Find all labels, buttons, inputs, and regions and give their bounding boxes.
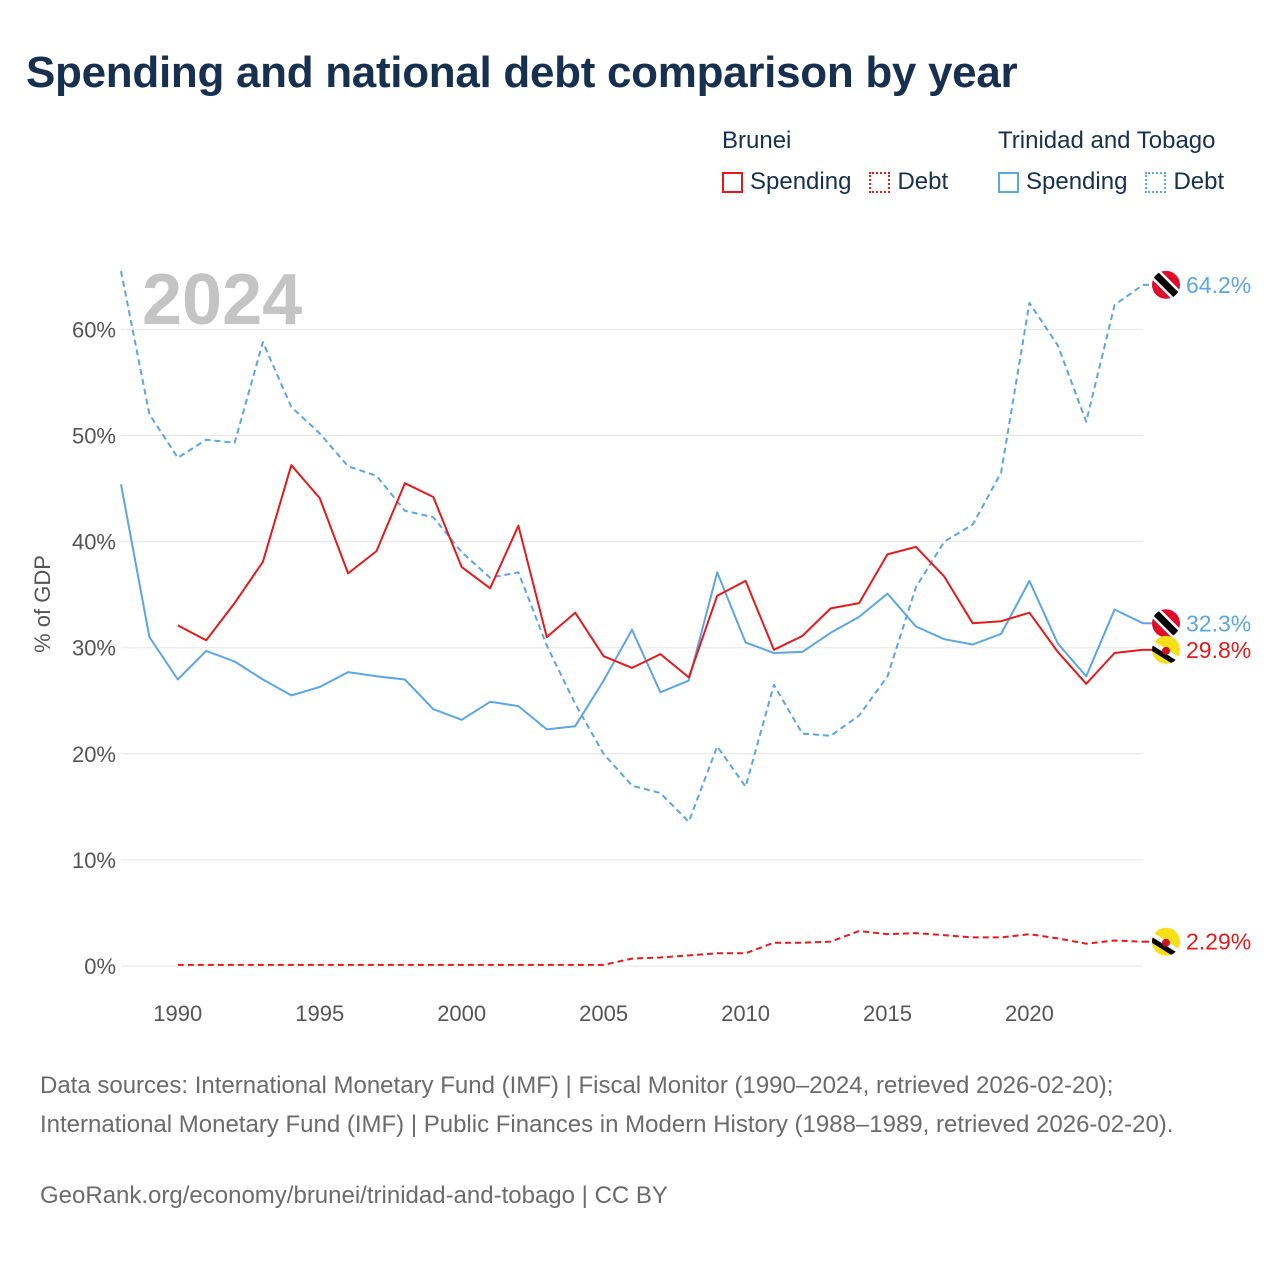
legend-group-trinidad: Trinidad and Tobago Spending Debt xyxy=(998,124,1242,196)
series-line-brunei-spending[interactable] xyxy=(177,464,1144,685)
legend-label-trinidad-spending: Spending xyxy=(1026,168,1128,195)
end-value-label: 2.29% xyxy=(1186,929,1251,955)
y-tick-label: 20% xyxy=(72,742,116,767)
legend-label-brunei-debt: Debt xyxy=(897,168,949,195)
x-tick-label: 2010 xyxy=(721,1001,770,1026)
legend-item-brunei-debt[interactable]: Debt xyxy=(869,168,948,196)
bn-flag-3 xyxy=(1152,927,1180,956)
y-tick-label: 60% xyxy=(72,317,116,342)
series-line-brunei-debt[interactable] xyxy=(177,930,1144,966)
legend-country-brunei: Brunei xyxy=(722,127,792,154)
tt-flag-0 xyxy=(1152,270,1180,299)
legend-item-trinidad-debt[interactable]: Debt xyxy=(1145,168,1224,196)
legend-swatch-trinidad-debt xyxy=(1145,171,1167,193)
bn-flag-2 xyxy=(1152,635,1180,664)
y-tick-label: 10% xyxy=(72,848,116,873)
x-tick-label: 1990 xyxy=(153,1001,202,1026)
legend-swatch-trinidad-spending xyxy=(998,171,1019,193)
series-line-trinidad-and-tobago-spending[interactable] xyxy=(120,484,1144,731)
x-tick-label: 2020 xyxy=(1005,1001,1054,1026)
legend-swatch-brunei-spending xyxy=(722,171,743,193)
y-tick-label: 0% xyxy=(84,954,116,979)
legend-swatch-brunei-debt xyxy=(869,171,891,193)
y-axis-label: % of GDP xyxy=(30,555,55,653)
line-chart: 2024 % of GDP 0% 10% 20% 30% 40% 50% 60% 1990 19… xyxy=(30,260,1251,1026)
x-tick-label: 2015 xyxy=(863,1001,912,1026)
y-tick-label: 40% xyxy=(72,530,116,555)
year-watermark: 2024 xyxy=(142,260,302,340)
y-tick-label: 30% xyxy=(72,636,116,661)
end-value-label: 32.3% xyxy=(1186,610,1251,636)
legend-item-trinidad-spending[interactable]: Spending xyxy=(998,168,1127,196)
legend-label-trinidad-debt: Debt xyxy=(1173,168,1225,195)
legend-group-brunei: Brunei Spending Debt xyxy=(722,124,966,196)
series-line-trinidad-and-tobago-debt[interactable] xyxy=(120,270,1144,823)
data-sources-note: Data sources: International Monetary Fun… xyxy=(40,1072,1174,1138)
site-attribution: GeoRank.org/economy/brunei/trinidad-and-… xyxy=(40,1182,668,1209)
legend-label-brunei-spending: Spending xyxy=(750,168,852,195)
end-value-label: 64.2% xyxy=(1186,272,1251,298)
chart-title: Spending and national debt comparison by… xyxy=(26,48,1018,97)
x-tick-label: 1995 xyxy=(295,1001,344,1026)
x-tick-label: 2005 xyxy=(579,1001,628,1026)
end-value-label: 29.8% xyxy=(1186,637,1251,663)
legend-country-trinidad: Trinidad and Tobago xyxy=(998,127,1216,154)
tt-flag-1 xyxy=(1152,609,1180,638)
x-tick-label: 2000 xyxy=(437,1001,486,1026)
legend-item-brunei-spending[interactable]: Spending xyxy=(722,168,851,196)
y-tick-label: 50% xyxy=(72,424,116,449)
